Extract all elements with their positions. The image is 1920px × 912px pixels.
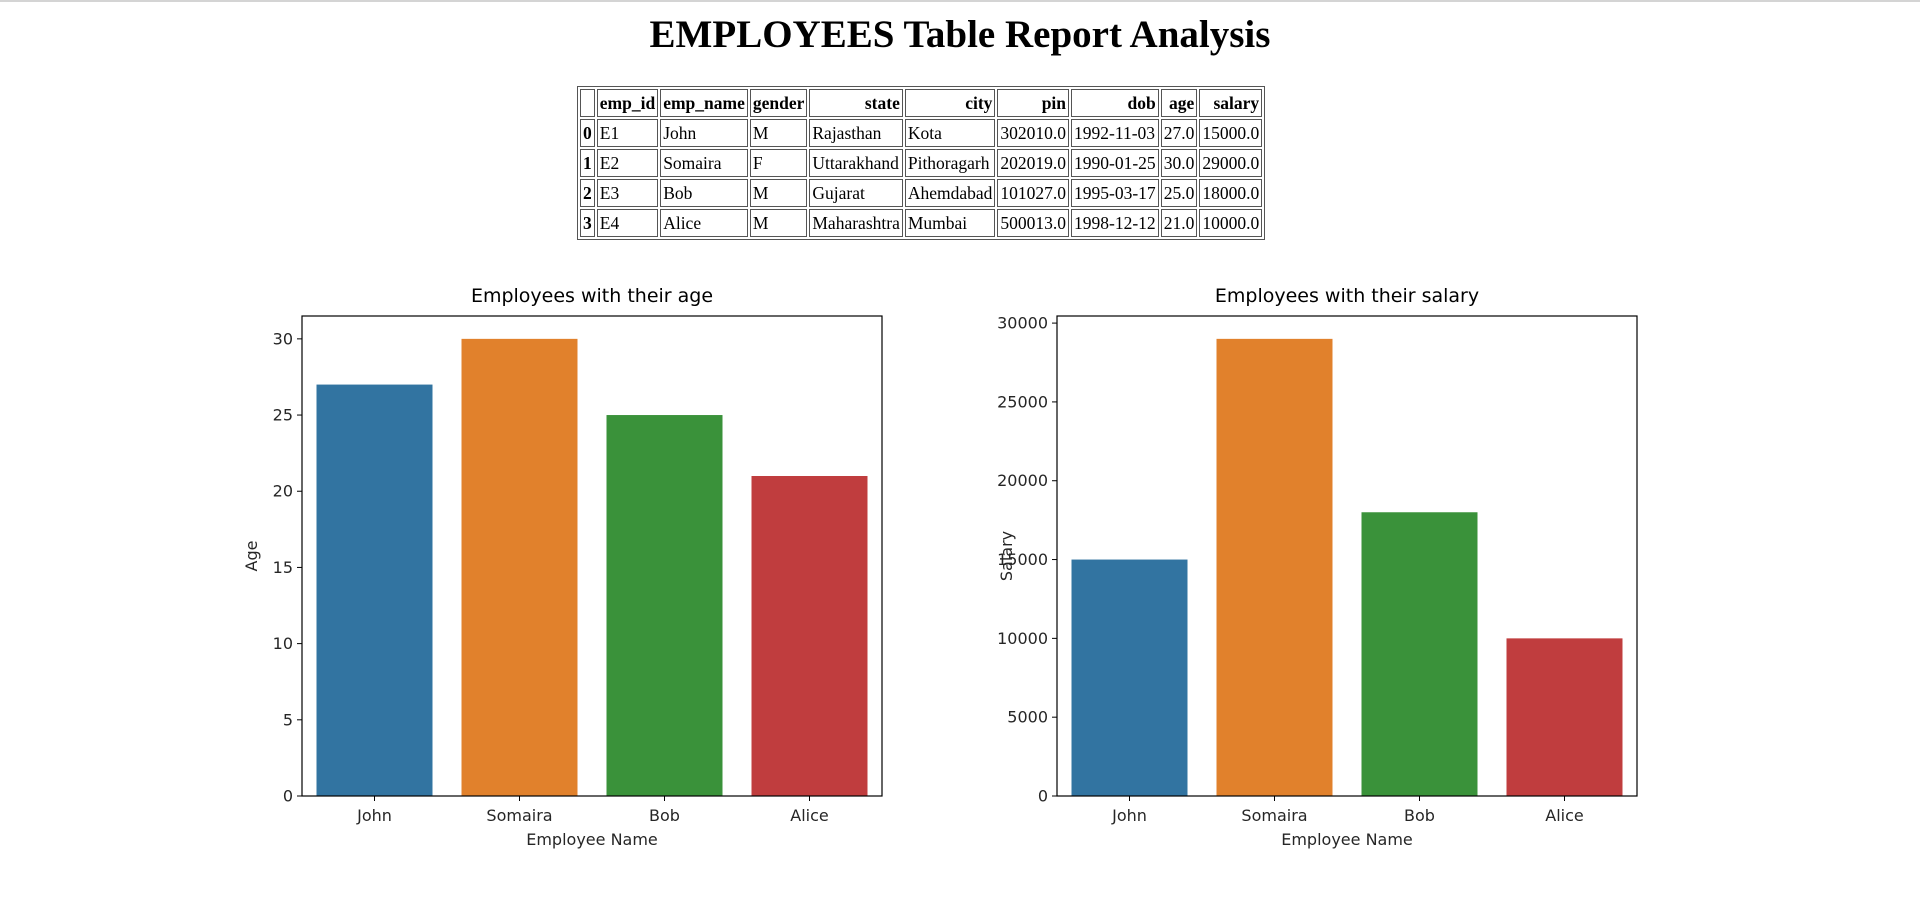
table-cell: Alice: [660, 209, 748, 237]
age-y-tick-label: 10: [273, 634, 293, 653]
table-cell: Rajasthan: [809, 119, 903, 147]
age-y-tick-label: 15: [273, 558, 293, 577]
table-cell: 15000.0: [1199, 119, 1263, 147]
column-header: emp_id: [596, 89, 659, 117]
column-header: salary: [1199, 89, 1263, 117]
salary-y-tick-label: 10000: [997, 629, 1048, 648]
salary-bar: [1216, 338, 1333, 796]
salary-x-tick-label: Somaira: [1241, 806, 1307, 825]
table-cell: M: [749, 119, 808, 147]
column-header: state: [809, 89, 903, 117]
age-x-tick-label: Somaira: [486, 806, 552, 825]
table-cell: Gujarat: [809, 179, 903, 207]
top-divider: [0, 0, 1920, 2]
salary-bar: [1071, 559, 1188, 796]
row-index: 2: [580, 179, 595, 207]
row-index: 0: [580, 119, 595, 147]
salary-chart-title: Employees with their salary: [1215, 285, 1479, 307]
salary-bar: [1361, 512, 1478, 796]
table-row: 1 E2 Somaira F Uttarakhand Pithoragarh 2…: [580, 149, 1263, 177]
salary-y-tick-label: 0: [1038, 787, 1048, 806]
age-bar: [751, 476, 868, 796]
table-cell: 27.0: [1160, 119, 1198, 147]
table-cell: Maharashtra: [809, 209, 903, 237]
table-cell: 10000.0: [1199, 209, 1263, 237]
table-row: 0 E1 John M Rajasthan Kota 302010.0 1992…: [580, 119, 1263, 147]
salary-y-tick-label: 20000: [997, 471, 1048, 490]
table-cell: John: [660, 119, 748, 147]
table-cell: 29000.0: [1199, 149, 1263, 177]
age-y-tick-label: 20: [273, 482, 293, 501]
age-bar: [606, 415, 723, 796]
column-header: emp_name: [660, 89, 748, 117]
table-cell: 18000.0: [1199, 179, 1263, 207]
salary-x-tick-label: Bob: [1404, 806, 1435, 825]
table-cell: Mumbai: [904, 209, 996, 237]
age-x-tick-label: Alice: [790, 806, 828, 825]
table-cell: E2: [596, 149, 659, 177]
table-cell: 1992-11-03: [1071, 119, 1159, 147]
table-cell: 21.0: [1160, 209, 1198, 237]
age-chart-title: Employees with their age: [471, 285, 713, 307]
age-x-tick-label: John: [356, 806, 392, 825]
column-header: pin: [997, 89, 1070, 117]
salary-x-tick-label: John: [1111, 806, 1147, 825]
age-y-axis-label: Age: [242, 541, 261, 572]
table-cell: Somaira: [660, 149, 748, 177]
salary-y-tick-label: 15000: [997, 550, 1048, 569]
salary-bar: [1506, 638, 1623, 796]
table-cell: Uttarakhand: [809, 149, 903, 177]
employees-table: emp_id emp_name gender state city pin do…: [577, 86, 1266, 240]
column-header: city: [904, 89, 996, 117]
table-cell: Kota: [904, 119, 996, 147]
table-cell: E3: [596, 179, 659, 207]
table-cell: F: [749, 149, 808, 177]
table-cell: 1995-03-17: [1071, 179, 1159, 207]
table-cell: 500013.0: [997, 209, 1070, 237]
table-cell: E1: [596, 119, 659, 147]
table-cell: 302010.0: [997, 119, 1070, 147]
salary-plot-frame: [1056, 315, 1638, 797]
table-cell: M: [749, 179, 808, 207]
row-index: 1: [580, 149, 595, 177]
row-index: 3: [580, 209, 595, 237]
salary-bar-chart: Employees with their salary 0 5000 10000 150…: [997, 285, 1638, 849]
column-header: gender: [749, 89, 808, 117]
table-cell: M: [749, 209, 808, 237]
column-header: dob: [1071, 89, 1159, 117]
age-bar: [316, 384, 433, 796]
age-y-tick-label: 25: [273, 406, 293, 425]
table-row: 3 E4 Alice M Maharashtra Mumbai 500013.0…: [580, 209, 1263, 237]
table-cell: Pithoragarh: [904, 149, 996, 177]
age-bar: [461, 338, 578, 796]
salary-y-tick-label: 5000: [1007, 708, 1048, 727]
table-cell: 1998-12-12: [1071, 209, 1159, 237]
column-header: [580, 89, 595, 117]
table-cell: 202019.0: [997, 149, 1070, 177]
salary-y-axis-label: Salary: [997, 531, 1016, 581]
age-y-tick-label: 30: [273, 329, 293, 348]
table-row: 2 E3 Bob M Gujarat Ahemdabad 101027.0 19…: [580, 179, 1263, 207]
table-cell: Bob: [660, 179, 748, 207]
table-cell: Ahemdabad: [904, 179, 996, 207]
age-plot-frame: [301, 315, 883, 797]
column-header: age: [1160, 89, 1198, 117]
table-header-row: emp_id emp_name gender state city pin do…: [580, 89, 1263, 117]
age-x-tick-label: Bob: [649, 806, 680, 825]
table-cell: 30.0: [1160, 149, 1198, 177]
table-cell: 25.0: [1160, 179, 1198, 207]
age-x-axis-label: Employee Name: [526, 830, 658, 849]
age-y-tick-label: 5: [283, 710, 293, 729]
table-cell: E4: [596, 209, 659, 237]
salary-y-tick-label: 30000: [997, 314, 1048, 333]
age-bar-chart: Employees with their age 0 5 10 15 20 25 30 John…: [242, 285, 883, 849]
salary-y-tick-label: 25000: [997, 392, 1048, 411]
table-cell: 1990-01-25: [1071, 149, 1159, 177]
salary-x-tick-label: Alice: [1545, 806, 1583, 825]
table-cell: 101027.0: [997, 179, 1070, 207]
salary-x-axis-label: Employee Name: [1281, 830, 1413, 849]
page-title: EMPLOYEES Table Report Analysis: [649, 13, 1271, 56]
age-y-tick-label: 0: [283, 787, 293, 806]
